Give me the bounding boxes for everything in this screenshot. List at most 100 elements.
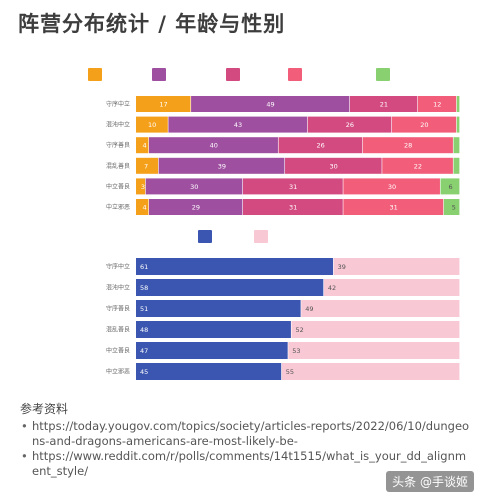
- bar-segment: [136, 342, 288, 359]
- bar-segment: [148, 199, 243, 215]
- bar-segment: [242, 199, 343, 215]
- data-label: 5: [452, 204, 456, 212]
- data-label: 55: [286, 368, 294, 376]
- category-label: 守序中立: [106, 263, 130, 271]
- data-label: 31: [289, 183, 297, 191]
- bar-segment: [291, 321, 460, 338]
- data-label: 28: [404, 142, 412, 150]
- category-label: 中立善良: [106, 182, 130, 190]
- data-label: 30: [190, 183, 198, 191]
- bar-segment: [382, 157, 453, 174]
- data-label: 40: [210, 142, 218, 150]
- references-section: 参考资料 https://today.yougov.com/topics/soc…: [20, 402, 470, 479]
- category-label: 中立邪恶: [106, 368, 130, 376]
- data-label: 30: [388, 183, 396, 191]
- legend-swatch: [254, 230, 268, 243]
- data-label: 53: [292, 347, 300, 355]
- data-label: 52: [296, 326, 304, 334]
- bar-segment: [136, 157, 159, 174]
- category-label: 混沌中立: [106, 121, 130, 129]
- data-label: 45: [140, 368, 148, 376]
- bar-segment: [148, 137, 278, 154]
- category-label: 混乱善良: [106, 162, 130, 170]
- data-label: 12: [433, 101, 441, 109]
- bar-segment: [242, 178, 343, 195]
- data-label: 47: [140, 347, 148, 355]
- data-label: 20: [420, 121, 428, 129]
- data-label: 26: [346, 121, 354, 129]
- data-label: 29: [192, 204, 200, 212]
- data-label: 3: [141, 183, 145, 191]
- bar-segment: [391, 116, 457, 133]
- bar-segment: [136, 300, 301, 317]
- data-label: 51: [140, 305, 148, 313]
- category-label: 守序善良: [106, 305, 130, 313]
- bar-segment: [168, 116, 308, 133]
- bar-segment: [136, 321, 291, 338]
- data-label: 31: [389, 204, 397, 212]
- bar-segment: [281, 363, 460, 380]
- category-label: 中立邪恶: [106, 203, 130, 211]
- data-label: 49: [305, 305, 313, 313]
- bar-segment: [333, 258, 460, 275]
- bar-segment: [453, 157, 460, 174]
- data-label: 61: [140, 263, 148, 271]
- category-label: 守序善良: [106, 141, 130, 149]
- legend-swatch: [376, 68, 390, 81]
- reference-link[interactable]: https://today.yougov.com/topics/society/…: [21, 419, 470, 449]
- data-label: 42: [328, 284, 336, 292]
- bar-segment: [136, 96, 191, 112]
- data-label: 6: [449, 183, 453, 191]
- legend-swatch: [226, 68, 240, 81]
- data-label: 49: [266, 101, 274, 109]
- bar-segment: [443, 199, 460, 215]
- bar-segment: [440, 178, 460, 195]
- bar-segment: [136, 363, 282, 380]
- category-label: 混沌中立: [106, 284, 130, 292]
- data-label: 7: [144, 162, 148, 170]
- data-label: 4: [142, 204, 146, 212]
- data-label: 17: [159, 101, 167, 109]
- watermark: 头条 @手谈姬: [386, 471, 474, 492]
- category-label: 守序中立: [106, 100, 130, 108]
- reference-link[interactable]: https://www.reddit.com/r/polls/comments/…: [21, 449, 470, 479]
- legend-swatch: [198, 230, 212, 243]
- data-label: 43: [234, 121, 242, 129]
- category-label: 中立善良: [106, 347, 130, 355]
- bar-segment: [136, 116, 168, 133]
- bar-segment: [136, 258, 334, 275]
- category-label: 混乱善良: [106, 326, 130, 334]
- page-title: 阵营分布统计 / 年龄与性别: [18, 12, 286, 36]
- bar-segment: [136, 178, 146, 195]
- bar-segment: [158, 157, 285, 174]
- bar-segment: [343, 178, 440, 195]
- bar-segment: [362, 137, 453, 154]
- bar-segment: [136, 137, 149, 154]
- legend-swatch: [88, 68, 102, 81]
- data-label: 39: [338, 263, 346, 271]
- references-heading: 参考资料: [20, 402, 69, 416]
- data-label: 22: [414, 162, 422, 170]
- bar-segment: [136, 279, 324, 296]
- bar-segment: [285, 157, 382, 174]
- bar-segment: [191, 96, 350, 112]
- data-label: 21: [380, 101, 388, 109]
- chart-2: 守序中立 61 39 混沌中立 58 42 守序善良 51 49 混乱善良 48 52 中立善良 47 53…: [106, 230, 460, 380]
- bar-segment: [307, 116, 392, 133]
- legend-swatch: [152, 68, 166, 81]
- data-label: 31: [289, 204, 297, 212]
- data-label: 10: [148, 121, 156, 129]
- data-label: 4: [142, 142, 146, 150]
- data-label: 39: [218, 162, 226, 170]
- bar-segment: [456, 116, 460, 133]
- bar-segment: [136, 199, 149, 215]
- bar-segment: [343, 199, 444, 215]
- bar-segment: [456, 96, 460, 112]
- bar-segment: [453, 137, 460, 154]
- bar-segment: [301, 300, 460, 317]
- legend-swatch: [288, 68, 302, 81]
- bar-segment: [278, 137, 363, 154]
- data-label: 26: [317, 142, 325, 150]
- references-list: https://today.yougov.com/topics/society/…: [20, 419, 470, 479]
